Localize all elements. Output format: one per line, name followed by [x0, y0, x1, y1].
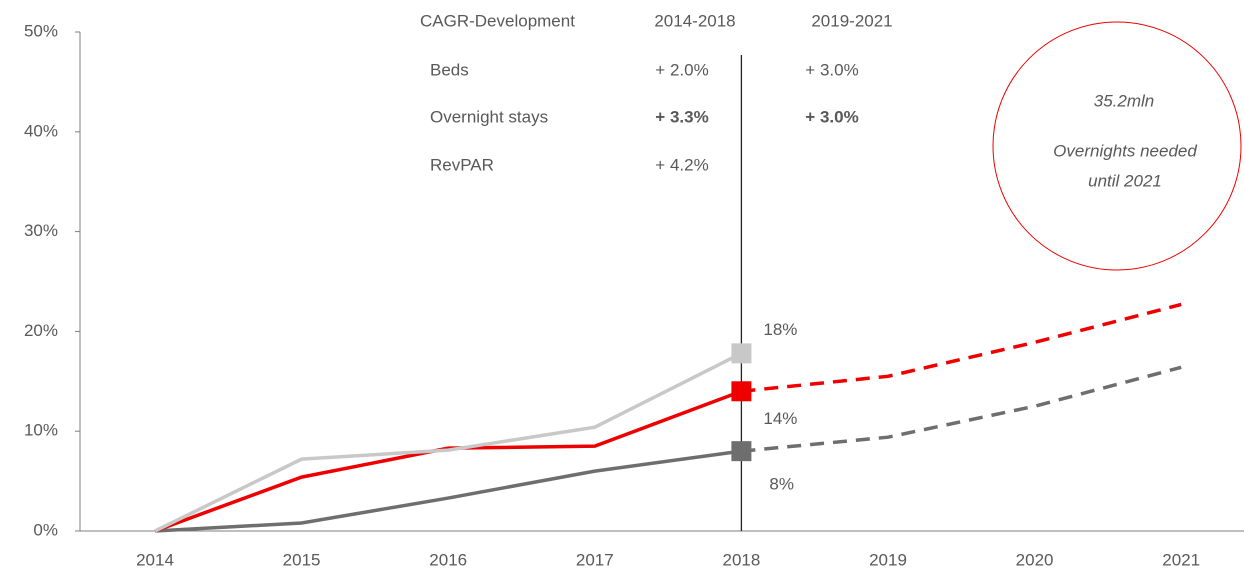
value-label: 14% — [763, 409, 797, 428]
y-tick-label: 30% — [24, 221, 58, 240]
y-tick-label: 10% — [24, 421, 58, 440]
annotation-circle — [992, 21, 1242, 271]
cagr-value: + 3.3% — [655, 107, 708, 126]
series-line — [154, 351, 743, 533]
x-tick-label: 2020 — [1016, 550, 1054, 569]
cagr-value: + 2.0% — [655, 60, 708, 79]
series-line — [154, 389, 743, 533]
annotation-text: until 2021 — [1088, 171, 1162, 190]
marker — [731, 343, 752, 364]
x-tick-label: 2017 — [576, 550, 614, 569]
legend-label: Beds — [430, 60, 469, 79]
value-label: 18% — [763, 320, 797, 339]
y-tick-label: 50% — [24, 21, 58, 40]
x-tick-label: 2019 — [869, 550, 907, 569]
table-header: CAGR-Development — [420, 11, 575, 30]
x-tick-label: 2021 — [1162, 550, 1200, 569]
y-tick-label: 20% — [24, 321, 58, 340]
marker — [731, 441, 752, 462]
forecast-line — [741, 365, 1182, 453]
legend-label: Overnight stays — [430, 107, 548, 126]
y-tick-label: 40% — [24, 121, 58, 140]
value-label: 8% — [769, 475, 794, 494]
table-header: 2019-2021 — [811, 11, 892, 30]
forecast-line — [741, 302, 1182, 394]
x-tick-label: 2014 — [136, 550, 174, 569]
annotation-text: Overnights needed — [1053, 141, 1197, 160]
cagr-value: + 3.0% — [805, 107, 858, 126]
series-line — [154, 449, 742, 533]
annotation-value: 35.2mln — [1094, 91, 1154, 110]
y-tick-label: 0% — [33, 520, 58, 539]
cagr-value: + 3.0% — [805, 60, 858, 79]
x-tick-label: 2016 — [429, 550, 467, 569]
x-tick-label: 2015 — [283, 550, 321, 569]
x-tick-label: 2018 — [722, 550, 760, 569]
legend-label: RevPAR — [430, 155, 494, 174]
table-header: 2014-2018 — [654, 11, 735, 30]
marker — [731, 381, 752, 402]
cagr-value: + 4.2% — [655, 155, 708, 174]
